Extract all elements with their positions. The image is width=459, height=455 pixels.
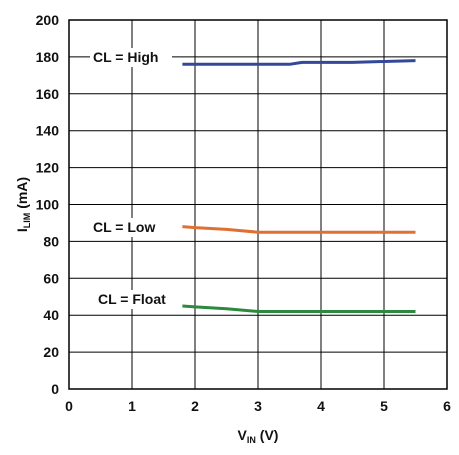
annotations-layer: CL = High CL = Low CL = Float xyxy=(90,48,175,309)
y-tick-label: 200 xyxy=(36,12,60,28)
x-tick-label: 0 xyxy=(65,398,73,414)
x-tick-label: 4 xyxy=(317,398,325,414)
series-layer xyxy=(182,59,416,313)
plot-frame xyxy=(68,19,448,390)
annotation-background xyxy=(90,48,172,67)
y-tick-label: 20 xyxy=(43,344,59,360)
series-line-1 xyxy=(182,59,416,66)
x-tick-label: 2 xyxy=(191,398,199,414)
y-tick-label: 0 xyxy=(51,381,59,397)
x-tick-label: 5 xyxy=(380,398,388,414)
series-annotation: CL = Float xyxy=(98,291,166,307)
y-axis-label-main: I xyxy=(14,228,30,232)
annotation-background xyxy=(90,218,164,237)
x-axis-label-unit: (V) xyxy=(256,427,279,443)
y-tick-label: 40 xyxy=(43,307,59,323)
series-annotation: CL = High xyxy=(93,49,158,65)
y-tick-label: 160 xyxy=(36,86,60,102)
annotation-background xyxy=(95,290,175,309)
y-tick-label: 140 xyxy=(36,123,60,139)
x-tick-label: 3 xyxy=(254,398,262,414)
y-axis-label-sub: LIM xyxy=(22,213,32,229)
series-annotation: CL = Low xyxy=(93,219,155,235)
y-tick-label: 180 xyxy=(36,49,60,65)
y-axis-label-unit: (mA) xyxy=(14,177,30,213)
grid xyxy=(68,19,448,390)
x-axis-label-main: V xyxy=(238,427,248,443)
x-tick-label: 6 xyxy=(443,398,451,414)
x-axis-label-sub: IN xyxy=(247,435,256,445)
x-tick-label: 1 xyxy=(128,398,136,414)
y-tick-label: 100 xyxy=(36,197,60,213)
series-line-3 xyxy=(182,304,416,313)
x-axis-label: VIN (V) xyxy=(238,427,279,445)
y-axis-label: ILIM (mA) xyxy=(14,177,32,232)
y-tick-label: 120 xyxy=(36,160,60,176)
series-line-2 xyxy=(182,225,416,234)
y-tick-label: 60 xyxy=(43,270,59,286)
y-tick-label: 80 xyxy=(43,233,59,249)
